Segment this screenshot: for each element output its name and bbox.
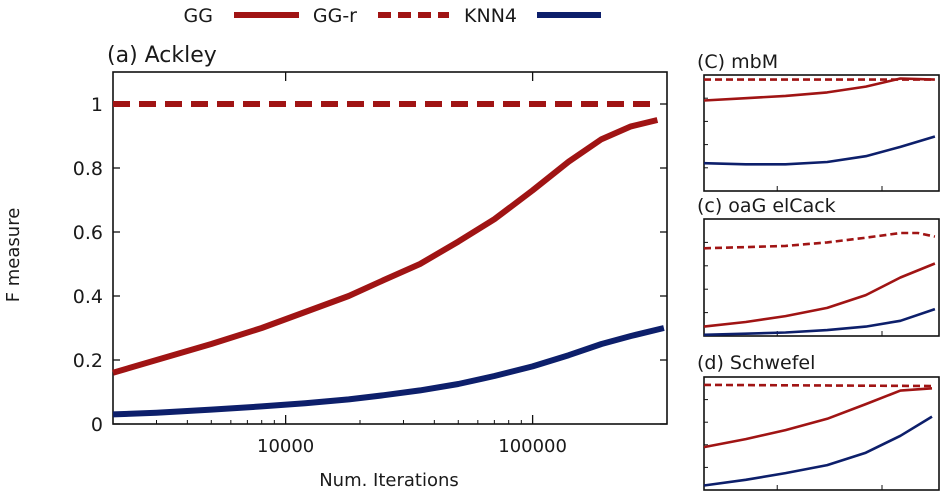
main-panel-title: (a) Ackley bbox=[107, 43, 217, 68]
series-line-gg bbox=[112, 117, 659, 376]
main-y-tick-label: 1 bbox=[91, 94, 103, 116]
small-panel-2-ticks bbox=[704, 241, 883, 336]
main-panel-x-ticks: 10000 100000 bbox=[112, 72, 567, 457]
series-line-gg-r bbox=[703, 383, 933, 388]
series-line-gg-r bbox=[703, 231, 936, 250]
legend-label-gg: GG bbox=[184, 5, 213, 27]
main-panel: (a) Ackley F measure Num. Iterations 0 0.… bbox=[3, 43, 668, 491]
small-panel-1-ticks bbox=[704, 97, 883, 191]
main-y-tick-label: 0.6 bbox=[73, 222, 103, 244]
small-panel-2: (c) oaG elCack bbox=[697, 195, 940, 337]
main-panel-ylabel: F measure bbox=[3, 208, 24, 303]
small-panel-1-title: (C) mbM bbox=[697, 51, 778, 73]
series-line-gg bbox=[703, 387, 933, 449]
series-line-knn4 bbox=[703, 307, 936, 337]
small-panel-3-series bbox=[703, 383, 933, 487]
series-line-knn4 bbox=[112, 325, 665, 418]
legend-label-gg-r: GG-r bbox=[313, 5, 357, 27]
small-panel-2-title: (c) oaG elCack bbox=[697, 195, 836, 217]
legend: GG GG-r KNN4 bbox=[184, 5, 601, 27]
main-y-tick-label: 0.8 bbox=[73, 158, 103, 180]
main-y-tick-label: 0 bbox=[91, 414, 103, 436]
small-panel-2-frame bbox=[703, 218, 940, 337]
small-panel-3: (d) Schwefel bbox=[697, 352, 940, 491]
small-panel-3-frame bbox=[703, 376, 940, 491]
main-panel-xlabel: Num. Iterations bbox=[319, 470, 459, 491]
main-panel-y-ticks: 0 0.2 0.4 0.6 0.8 1 bbox=[73, 94, 667, 436]
series-line-gg bbox=[703, 77, 935, 102]
small-panel-1: (C) mbM bbox=[697, 51, 940, 192]
small-panel-1-series bbox=[703, 77, 936, 166]
main-panel-series bbox=[112, 101, 665, 418]
small-panel-2-series bbox=[703, 231, 936, 337]
main-x-tick-label: 100000 bbox=[498, 436, 567, 457]
main-y-tick-label: 0.2 bbox=[73, 350, 103, 372]
main-x-tick-label: 10000 bbox=[257, 436, 314, 457]
small-panel-3-title: (d) Schwefel bbox=[697, 352, 815, 374]
series-line-knn4 bbox=[703, 135, 936, 166]
small-panel-1-frame bbox=[703, 74, 940, 192]
main-y-tick-label: 0.4 bbox=[73, 286, 103, 308]
series-line-knn4 bbox=[703, 415, 933, 487]
small-panel-3-ticks bbox=[704, 399, 883, 490]
main-panel-frame bbox=[112, 71, 668, 425]
series-line-gg bbox=[703, 262, 936, 328]
legend-label-knn4: KNN4 bbox=[464, 5, 517, 27]
